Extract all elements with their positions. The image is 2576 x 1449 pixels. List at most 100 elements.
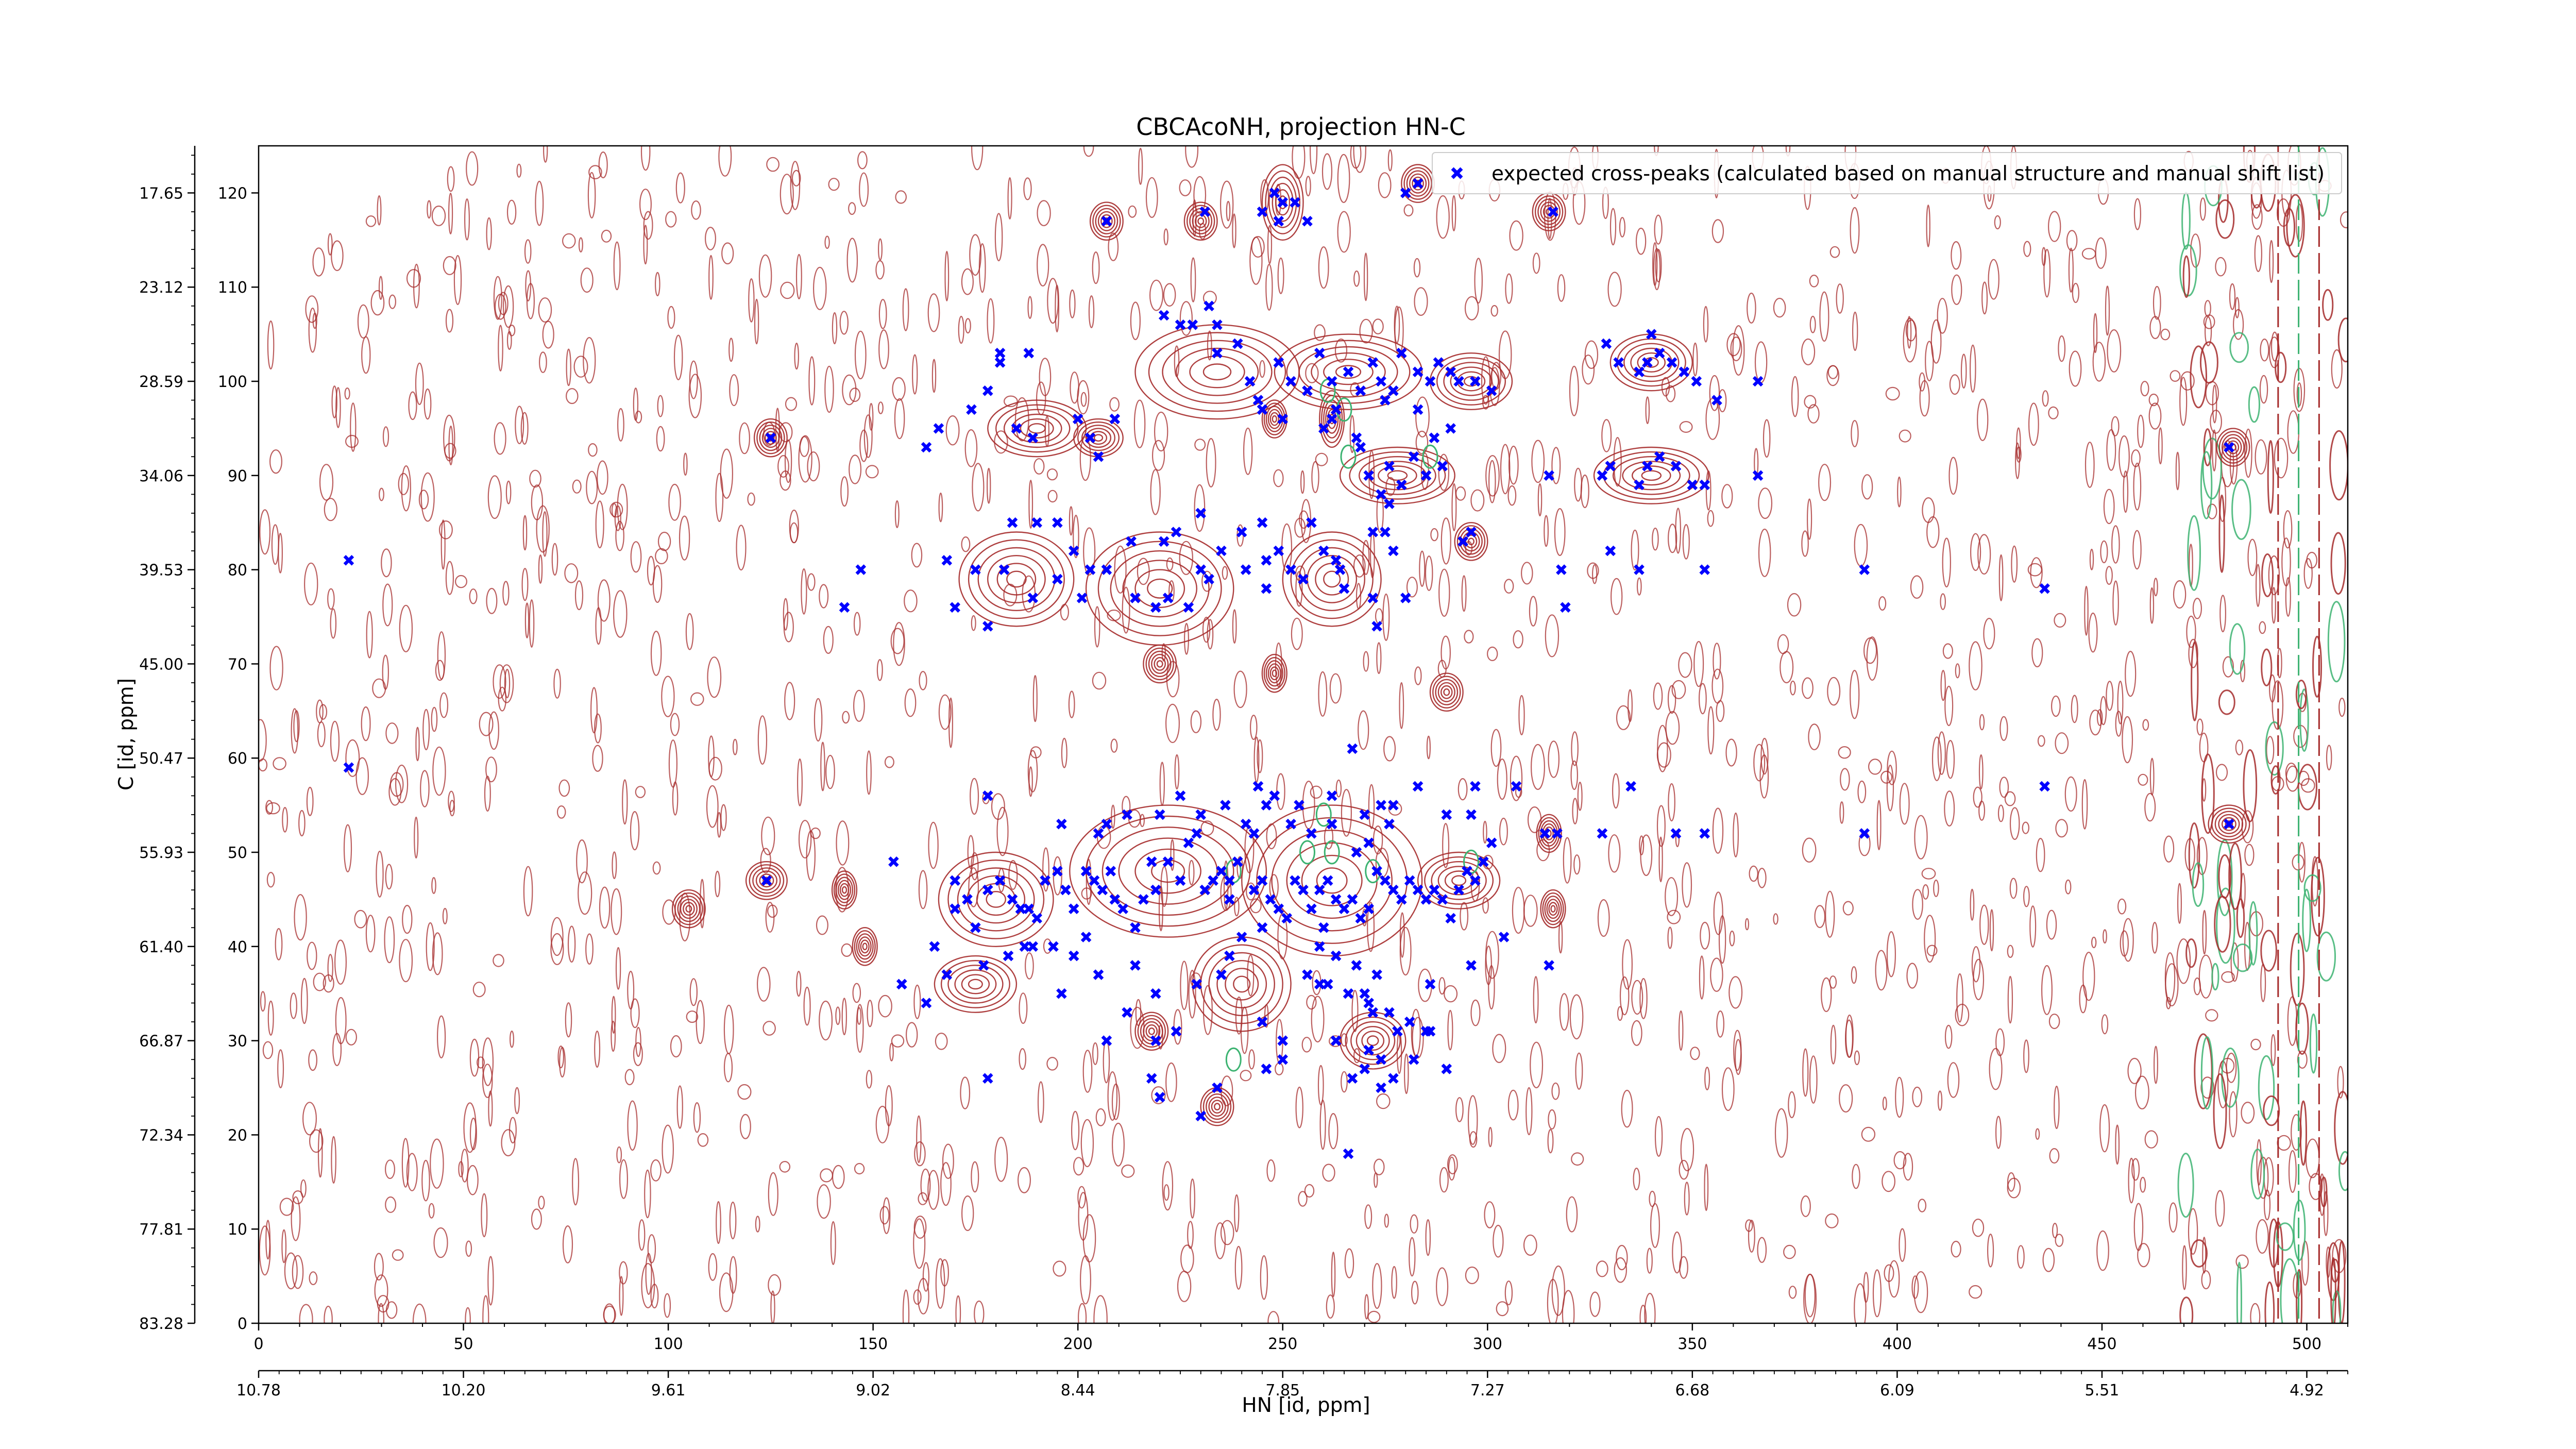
noise-contour xyxy=(565,1002,572,1038)
noise-contour xyxy=(718,146,732,177)
edge-contour xyxy=(2213,1073,2227,1149)
peak-contour xyxy=(753,418,788,458)
noise-contour xyxy=(1341,788,1352,837)
noise-contour xyxy=(1601,419,1612,452)
noise-contour xyxy=(736,525,747,571)
peak-contour xyxy=(1544,896,1562,922)
peak-contour xyxy=(1271,830,1393,932)
noise-contour xyxy=(1092,671,1107,690)
noise-contour xyxy=(535,180,544,226)
noise-contour xyxy=(1250,714,1258,740)
noise-contour xyxy=(319,464,334,501)
peak-contour xyxy=(1349,451,1446,500)
noise-contour xyxy=(485,756,497,783)
noise-contour xyxy=(2158,427,2163,465)
noise-contour xyxy=(331,240,344,272)
noise-contour xyxy=(790,161,801,210)
noise-contour xyxy=(1733,1030,1742,1071)
noise-contour xyxy=(2144,1130,2158,1149)
noise-contour xyxy=(2255,439,2267,475)
noise-contour xyxy=(306,786,314,816)
noise-contour xyxy=(597,579,611,622)
noise-contour xyxy=(290,992,298,1019)
noise-contour xyxy=(913,1289,922,1305)
cross-peak-marker xyxy=(1101,818,1112,830)
peak-contour xyxy=(854,930,876,963)
noise-contour xyxy=(1773,297,1786,318)
peak-contour xyxy=(1316,867,1348,894)
noise-contour xyxy=(1482,395,1489,410)
noise-contour xyxy=(448,790,455,813)
noise-contour xyxy=(938,492,943,523)
noise-contour xyxy=(1490,305,1498,317)
noise-contour xyxy=(667,306,675,329)
noise-contour xyxy=(2326,745,2332,771)
peak-contour xyxy=(1429,672,1464,712)
noise-contour xyxy=(2168,1202,2178,1233)
cross-peak-marker xyxy=(1052,866,1063,877)
cross-peak-marker xyxy=(1080,866,1092,877)
noise-contour xyxy=(292,1255,304,1289)
noise-contour xyxy=(2188,638,2198,668)
noise-contour xyxy=(543,146,548,163)
noise-contour xyxy=(580,267,594,293)
noise-contour xyxy=(1951,1240,1961,1258)
peak-contour xyxy=(677,896,701,922)
noise-contour xyxy=(813,266,827,310)
peak-contour xyxy=(745,861,788,900)
edge-contour xyxy=(2293,1200,2306,1261)
noise-contour xyxy=(2202,1237,2207,1274)
peak-contour xyxy=(856,933,874,960)
noise-contour xyxy=(1140,814,1145,828)
noise-contour xyxy=(1716,700,1725,722)
noise-contour xyxy=(2218,477,2227,522)
noise-contour xyxy=(2134,1075,2149,1109)
noise-contour xyxy=(794,342,800,370)
peak-contour xyxy=(1327,409,1337,429)
noise-contour xyxy=(849,454,862,484)
peak-contour xyxy=(1436,357,1506,406)
noise-contour xyxy=(594,1030,601,1068)
noise-contour xyxy=(266,802,280,815)
noise-contour xyxy=(556,805,566,819)
noise-contour xyxy=(1840,768,1850,791)
cross-peak-marker xyxy=(1601,338,1612,349)
noise-contour xyxy=(1033,458,1045,475)
noise-contour xyxy=(308,307,317,353)
noise-contour xyxy=(2170,370,2181,382)
noise-contour xyxy=(2260,339,2269,362)
noise-contour xyxy=(1110,738,1118,753)
noise-contour xyxy=(2340,211,2348,228)
noise-contour xyxy=(307,941,317,970)
edge-contour xyxy=(2295,1002,2309,1055)
noise-contour xyxy=(1248,1049,1255,1070)
cross-peak-marker xyxy=(1478,856,1489,867)
cross-peak-marker xyxy=(1056,988,1067,999)
noise-contour xyxy=(1474,258,1483,304)
cross-peak-marker xyxy=(1150,988,1161,999)
noise-contour xyxy=(524,602,530,638)
noise-contour xyxy=(854,330,867,380)
y-tick-label: 50 xyxy=(228,844,247,862)
noise-contour xyxy=(779,470,791,491)
noise-contour xyxy=(1944,1024,1953,1049)
noise-contour xyxy=(1019,992,1028,1024)
noise-contour xyxy=(1069,289,1076,318)
noise-contour xyxy=(1436,195,1450,239)
edge-contour xyxy=(2214,896,2231,953)
noise-contour xyxy=(481,1193,488,1238)
noise-contour xyxy=(284,1252,298,1290)
noise-contour xyxy=(757,967,771,1002)
noise-contour xyxy=(1884,1264,1894,1282)
hn-ppm-tick-label: 7.27 xyxy=(1470,1381,1505,1400)
cross-peak-marker xyxy=(1556,564,1567,575)
peak-contour xyxy=(2211,807,2247,840)
noise-contour xyxy=(1887,750,1897,785)
edge-contour xyxy=(2276,1222,2294,1251)
noise-contour xyxy=(1188,970,1196,1019)
noise-contour xyxy=(313,972,327,991)
noise-contour xyxy=(1814,905,1826,929)
noise-contour xyxy=(779,1161,791,1173)
noise-contour xyxy=(1937,731,1946,775)
noise-contour xyxy=(2007,1172,2015,1192)
